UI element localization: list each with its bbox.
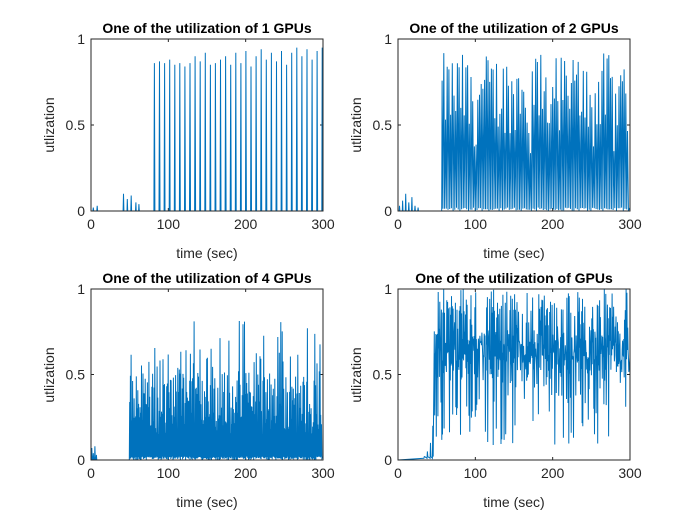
subplot-title: One of the utilization of 1 GPUs [102, 20, 311, 36]
x-axis-label: time (sec) [483, 245, 544, 261]
y-tick-label: 0 [384, 203, 392, 219]
y-tick-label: 0.5 [373, 367, 393, 383]
x-tick-label: 200 [541, 216, 565, 232]
y-tick-label: 0 [77, 203, 85, 219]
series-line [397, 288, 631, 461]
x-tick-label: 300 [311, 216, 335, 232]
x-tick-label: 200 [541, 465, 565, 481]
x-axis-label: time (sec) [176, 245, 237, 261]
subplot-4: One of the utilization of GPUs time (sec… [348, 270, 642, 510]
axes-box [90, 288, 324, 461]
y-axis-label: utlization [41, 347, 57, 402]
y-axis-label: utlization [41, 97, 57, 152]
x-tick-label: 100 [464, 465, 488, 481]
y-axis-label: utlization [348, 347, 364, 402]
y-tick-label: 0.5 [66, 367, 86, 383]
subplot-title: One of the utilization of 4 GPUs [102, 270, 311, 286]
y-tick-label: 0 [77, 452, 85, 468]
x-tick-label: 300 [618, 216, 642, 232]
axes-box [397, 38, 631, 212]
x-tick-label: 200 [234, 465, 258, 481]
subplot-title: One of the utilization of GPUs [415, 270, 613, 286]
x-tick-label: 300 [618, 465, 642, 481]
x-tick-label: 0 [394, 465, 402, 481]
tick-group: 0 100 200 300 0 0.5 1 [66, 31, 335, 232]
subplot-title: One of the utilization of 2 GPUs [409, 20, 618, 36]
y-tick-label: 0.5 [373, 117, 393, 133]
y-tick-label: 1 [77, 281, 85, 297]
x-tick-label: 100 [157, 216, 181, 232]
series-line [398, 53, 631, 212]
x-axis-label: time (sec) [483, 494, 544, 510]
subplot-2: One of the utilization of 2 GPUs time (s… [348, 20, 642, 261]
x-tick-label: 0 [394, 216, 402, 232]
x-tick-label: 0 [87, 216, 95, 232]
x-axis-label: time (sec) [176, 494, 237, 510]
axes-box [90, 38, 324, 212]
x-tick-label: 100 [157, 465, 181, 481]
x-tick-label: 0 [87, 465, 95, 481]
y-tick-label: 0.5 [66, 117, 86, 133]
series-line [91, 47, 324, 212]
x-tick-label: 100 [464, 216, 488, 232]
subplot-3: One of the utilization of 4 GPUs time (s… [41, 270, 335, 510]
axes-box [397, 288, 631, 461]
y-tick-label: 1 [384, 31, 392, 47]
y-tick-label: 1 [384, 281, 392, 297]
y-tick-label: 1 [77, 31, 85, 47]
y-tick-label: 0 [384, 452, 392, 468]
subplot-1: One of the utilization of 1 GPUs time (s… [41, 20, 335, 261]
tick-group: 0 100 200 300 0 0.5 1 [373, 281, 642, 481]
x-tick-label: 300 [311, 465, 335, 481]
tick-group: 0 100 200 300 0 0.5 1 [373, 31, 642, 232]
x-tick-label: 200 [234, 216, 258, 232]
series-line [90, 320, 324, 461]
y-axis-label: utlization [348, 97, 364, 152]
